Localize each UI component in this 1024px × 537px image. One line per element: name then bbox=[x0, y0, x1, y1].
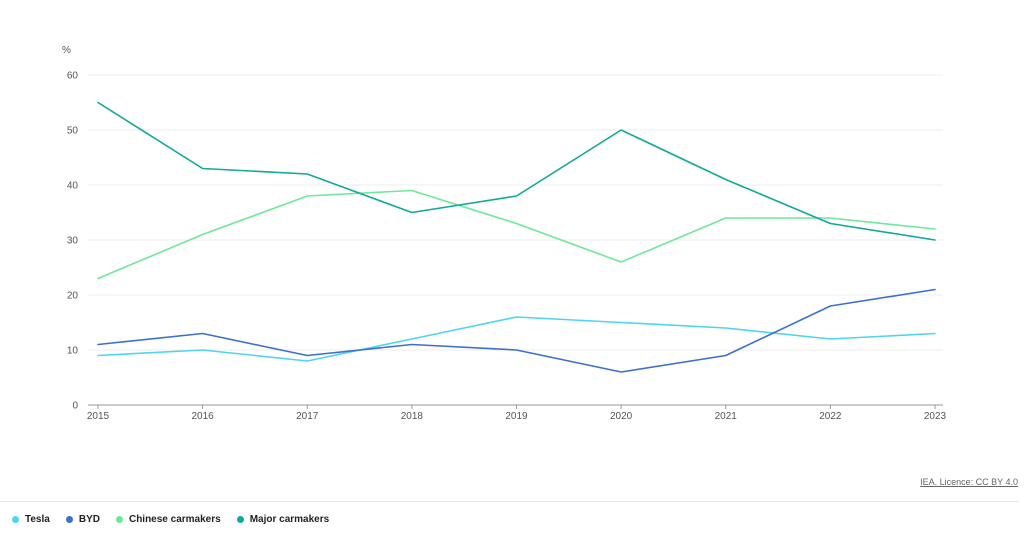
legend-label: BYD bbox=[78, 514, 100, 525]
series-line-chinese-carmakers[interactable] bbox=[97, 189, 936, 280]
x-tick-label: 2019 bbox=[505, 411, 528, 422]
x-tick-label: 2022 bbox=[819, 411, 842, 422]
legend: Tesla BYD Chinese carmakers Major carmakers bbox=[12, 514, 329, 525]
legend-item-tesla[interactable]: Tesla bbox=[12, 514, 50, 525]
series-line-byd[interactable] bbox=[97, 288, 936, 373]
legend-item-major-carmakers[interactable]: Major carmakers bbox=[236, 514, 330, 525]
x-tick-label: 2023 bbox=[924, 411, 947, 422]
gridlines bbox=[88, 74, 943, 406]
legend-item-chinese-carmakers[interactable]: Chinese carmakers bbox=[115, 514, 221, 525]
legend-dot-icon bbox=[236, 516, 244, 523]
y-tick-label: 10 bbox=[67, 346, 79, 357]
legend-label: Chinese carmakers bbox=[128, 514, 221, 525]
legend-label: Tesla bbox=[25, 514, 50, 525]
legend-dot-icon bbox=[115, 516, 123, 523]
series-lines bbox=[97, 101, 936, 373]
legend-item-byd[interactable]: BYD bbox=[65, 514, 100, 525]
x-axis-ticks: 2015 2016 2017 2018 2019 2020 2021 2022 2023 bbox=[87, 405, 947, 422]
y-tick-label: 30 bbox=[67, 236, 79, 247]
y-tick-label: 60 bbox=[67, 71, 79, 82]
y-tick-label: 0 bbox=[72, 401, 78, 412]
series-line-tesla[interactable] bbox=[97, 316, 936, 362]
x-tick-label: 2021 bbox=[715, 411, 738, 422]
y-tick-label: 40 bbox=[67, 181, 79, 192]
legend-dot-icon bbox=[12, 516, 19, 523]
legend-dot-icon bbox=[65, 516, 73, 523]
x-tick-label: 2015 bbox=[87, 411, 110, 422]
legend-label: Major carmakers bbox=[249, 514, 330, 525]
series-line-major-carmakers[interactable] bbox=[97, 101, 936, 241]
y-tick-label: 50 bbox=[67, 126, 79, 137]
source-licence-link[interactable]: IEA. Licence: CC BY 4.0 bbox=[920, 477, 1018, 487]
legend-divider bbox=[0, 501, 1019, 502]
y-axis-ticks: 0 10 20 30 40 50 60 bbox=[67, 71, 79, 412]
y-axis-unit: % bbox=[62, 45, 71, 56]
x-tick-label: 2016 bbox=[192, 411, 215, 422]
x-tick-label: 2020 bbox=[610, 411, 633, 422]
x-tick-label: 2017 bbox=[296, 411, 319, 422]
line-chart: % 0 10 20 30 40 50 60 2015 2016 2017 2018 2019 2020… bbox=[62, 45, 947, 422]
y-tick-label: 20 bbox=[67, 291, 79, 302]
x-tick-label: 2018 bbox=[401, 411, 424, 422]
